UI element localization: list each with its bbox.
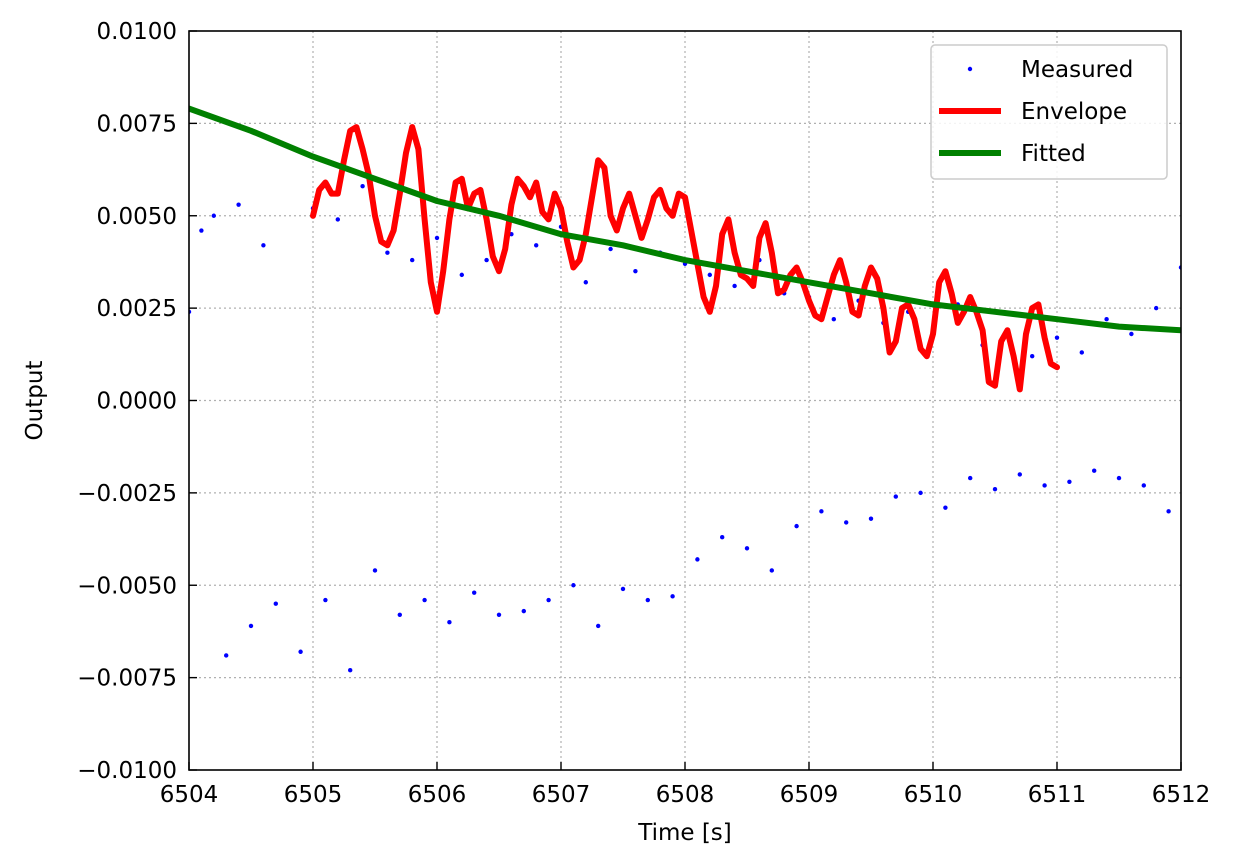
- measured-point: [893, 494, 898, 499]
- measured-point: [447, 620, 452, 625]
- legend-label-measured: Measured: [1021, 57, 1133, 83]
- x-tick-label: 6507: [532, 782, 591, 808]
- y-tick-label: −0.0050: [77, 573, 177, 599]
- measured-point: [1141, 483, 1147, 488]
- measured-point: [868, 516, 874, 521]
- measured-point: [819, 509, 824, 514]
- axis-ticks: 6504 6505 6506 6507 6508 6509 6510 6511 6512 −0.0…: [77, 19, 1210, 808]
- measured-point: [620, 586, 626, 592]
- y-tick-label: 0.0025: [97, 296, 177, 322]
- measured-point: [335, 217, 340, 222]
- series-fitted-line: [189, 105, 1181, 334]
- measured-point: [224, 653, 229, 658]
- x-tick-label: 6504: [160, 782, 219, 808]
- measured-point: [918, 490, 923, 496]
- measured-point: [571, 583, 576, 588]
- y-tick-label: 0.0050: [97, 204, 177, 230]
- measured-point: [769, 568, 774, 573]
- legend-marker-measured: [967, 66, 973, 72]
- measured-point: [459, 272, 464, 278]
- y-tick-label: 0.0075: [97, 111, 177, 137]
- measured-point: [1092, 468, 1097, 473]
- measured-point: [1166, 509, 1171, 514]
- legend-box: [930, 44, 1168, 180]
- legend-label-fitted: Fitted: [1021, 141, 1086, 167]
- measured-point: [1079, 350, 1085, 355]
- y-tick-label: −0.0025: [77, 481, 177, 507]
- measured-point: [397, 612, 402, 618]
- measured-point: [434, 235, 440, 241]
- measured-point: [360, 183, 365, 189]
- measured-point: [1017, 472, 1022, 477]
- plot-area: [189, 105, 1181, 673]
- measured-point: [720, 535, 725, 540]
- measured-point: [248, 623, 254, 629]
- y-tick-label: 0.0000: [97, 389, 177, 415]
- measured-point: [323, 597, 328, 603]
- legend: Measured Envelope Fitted: [930, 44, 1168, 180]
- measured-point: [1154, 305, 1159, 311]
- measured-point: [410, 257, 415, 263]
- x-tick-label: 6508: [656, 782, 715, 808]
- measured-point: [199, 228, 204, 233]
- measured-point: [496, 612, 502, 618]
- measured-point: [732, 283, 737, 289]
- legend-label-envelope: Envelope: [1021, 99, 1127, 125]
- measured-point: [794, 523, 799, 529]
- measured-point: [943, 505, 948, 510]
- measured-point: [1042, 483, 1047, 488]
- measured-point: [472, 590, 477, 595]
- measured-point: [261, 243, 266, 248]
- y-axis-label: Output: [22, 361, 48, 441]
- measured-point: [1054, 335, 1060, 340]
- x-tick-label: 6509: [780, 782, 839, 808]
- measured-point: [1067, 479, 1072, 484]
- measured-point: [385, 250, 390, 255]
- measured-point: [1116, 475, 1122, 481]
- x-tick-label: 6510: [904, 782, 963, 808]
- measured-point: [633, 268, 638, 274]
- y-tick-label: −0.0075: [77, 666, 177, 692]
- measured-point: [484, 257, 489, 263]
- measured-point: [1104, 317, 1109, 322]
- series-envelope-line: [310, 124, 1060, 393]
- measured-point: [992, 486, 998, 492]
- measured-point: [546, 597, 551, 603]
- measured-point: [1129, 331, 1134, 337]
- measured-point: [608, 246, 613, 252]
- measured-point: [534, 243, 539, 248]
- measured-point: [707, 272, 712, 278]
- measured-point: [236, 202, 241, 207]
- measured-point: [670, 594, 675, 599]
- measured-point: [695, 557, 700, 562]
- measured-point: [372, 568, 378, 573]
- measured-point: [273, 601, 278, 606]
- measured-point: [645, 597, 650, 603]
- grid: [189, 31, 1181, 770]
- measured-point: [844, 520, 849, 525]
- x-tick-label: 6511: [1028, 782, 1087, 808]
- measured-point: [744, 546, 750, 551]
- measured-point: [211, 213, 216, 218]
- measured-point: [596, 623, 601, 629]
- x-tick-label: 6512: [1152, 782, 1211, 808]
- measured-point: [968, 475, 973, 481]
- measured-point: [521, 608, 526, 614]
- x-tick-label: 6506: [408, 782, 467, 808]
- measured-point: [348, 668, 353, 673]
- measured-point: [583, 280, 588, 285]
- measured-point: [422, 597, 427, 603]
- x-tick-label: 6505: [284, 782, 343, 808]
- measured-point: [1030, 353, 1035, 359]
- y-tick-label: 0.0100: [97, 19, 177, 45]
- measured-point: [831, 317, 836, 322]
- x-axis-label: Time [s]: [637, 820, 732, 846]
- y-tick-label: −0.0100: [77, 758, 177, 784]
- measured-point: [298, 649, 303, 654]
